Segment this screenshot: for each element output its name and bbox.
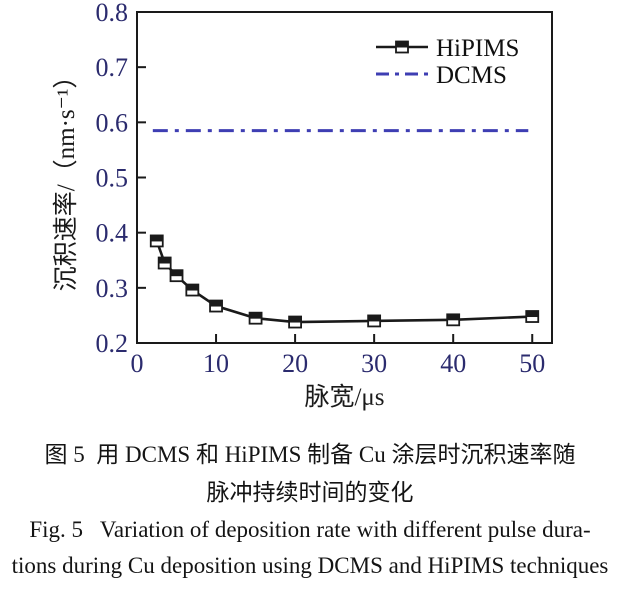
figure-5: 0.2 0.3 0.4 0.5 0.6 0.7 0.8 0 10 20 30 40 50 脉宽/μs 沉积速…	[0, 0, 620, 584]
caption-en-line2: tions during Cu deposition using DCMS an…	[11, 553, 609, 578]
legend-label-dcms: DCMS	[436, 62, 507, 89]
data-point-marker-fill	[185, 284, 199, 291]
x-tick-label: 20	[282, 349, 308, 378]
data-point-marker-fill	[446, 313, 460, 321]
deposition-rate-chart: 0.2 0.3 0.4 0.5 0.6 0.7 0.8 0 10 20 30 40 50 脉宽/μs 沉积速…	[52, 0, 553, 411]
x-tick-label: 0	[131, 349, 144, 378]
y-tick-label: 0.5	[96, 164, 129, 193]
data-point-marker-fill	[288, 316, 302, 323]
data-point-marker-fill	[150, 234, 164, 242]
y-tick-label: 0.2	[96, 329, 129, 358]
x-axis-label: 脉宽/μs	[304, 383, 384, 411]
data-point-marker-fill	[158, 257, 172, 264]
y-tick-label: 0.3	[96, 274, 129, 303]
caption-zh-line2: 脉冲持续时间的变化	[206, 480, 414, 505]
x-tick-label: 30	[361, 349, 387, 378]
y-tick-label: 0.4	[96, 219, 129, 248]
x-tick-label: 40	[440, 349, 466, 378]
figure-caption: 图 5 用 DCMS 和 HiPIMS 制备 Cu 涂层时沉积速率随 脉冲持续时…	[0, 436, 620, 584]
caption-zh-line1: 图 5 用 DCMS 和 HiPIMS 制备 Cu 涂层时沉积速率随	[44, 442, 576, 467]
x-tick-label: 50	[519, 349, 545, 378]
data-point-marker-fill	[525, 310, 539, 318]
legend-marker-fill	[395, 41, 409, 48]
data-point-marker-fill	[170, 269, 184, 277]
y-axis-label: 沉积速率/（nm·s⁻¹）	[52, 64, 80, 292]
y-tick-label: 0.8	[96, 0, 129, 27]
data-point-marker-fill	[209, 300, 223, 307]
legend-label-hipims: HiPIMS	[436, 35, 519, 62]
caption-en-line1: Fig. 5 Variation of deposition rate with…	[29, 517, 591, 542]
y-tick-label: 0.7	[96, 53, 129, 82]
x-tick-label: 10	[203, 349, 229, 378]
y-tick-label: 0.6	[96, 108, 129, 137]
data-point-marker-fill	[249, 312, 263, 319]
data-point-marker-fill	[367, 314, 381, 322]
